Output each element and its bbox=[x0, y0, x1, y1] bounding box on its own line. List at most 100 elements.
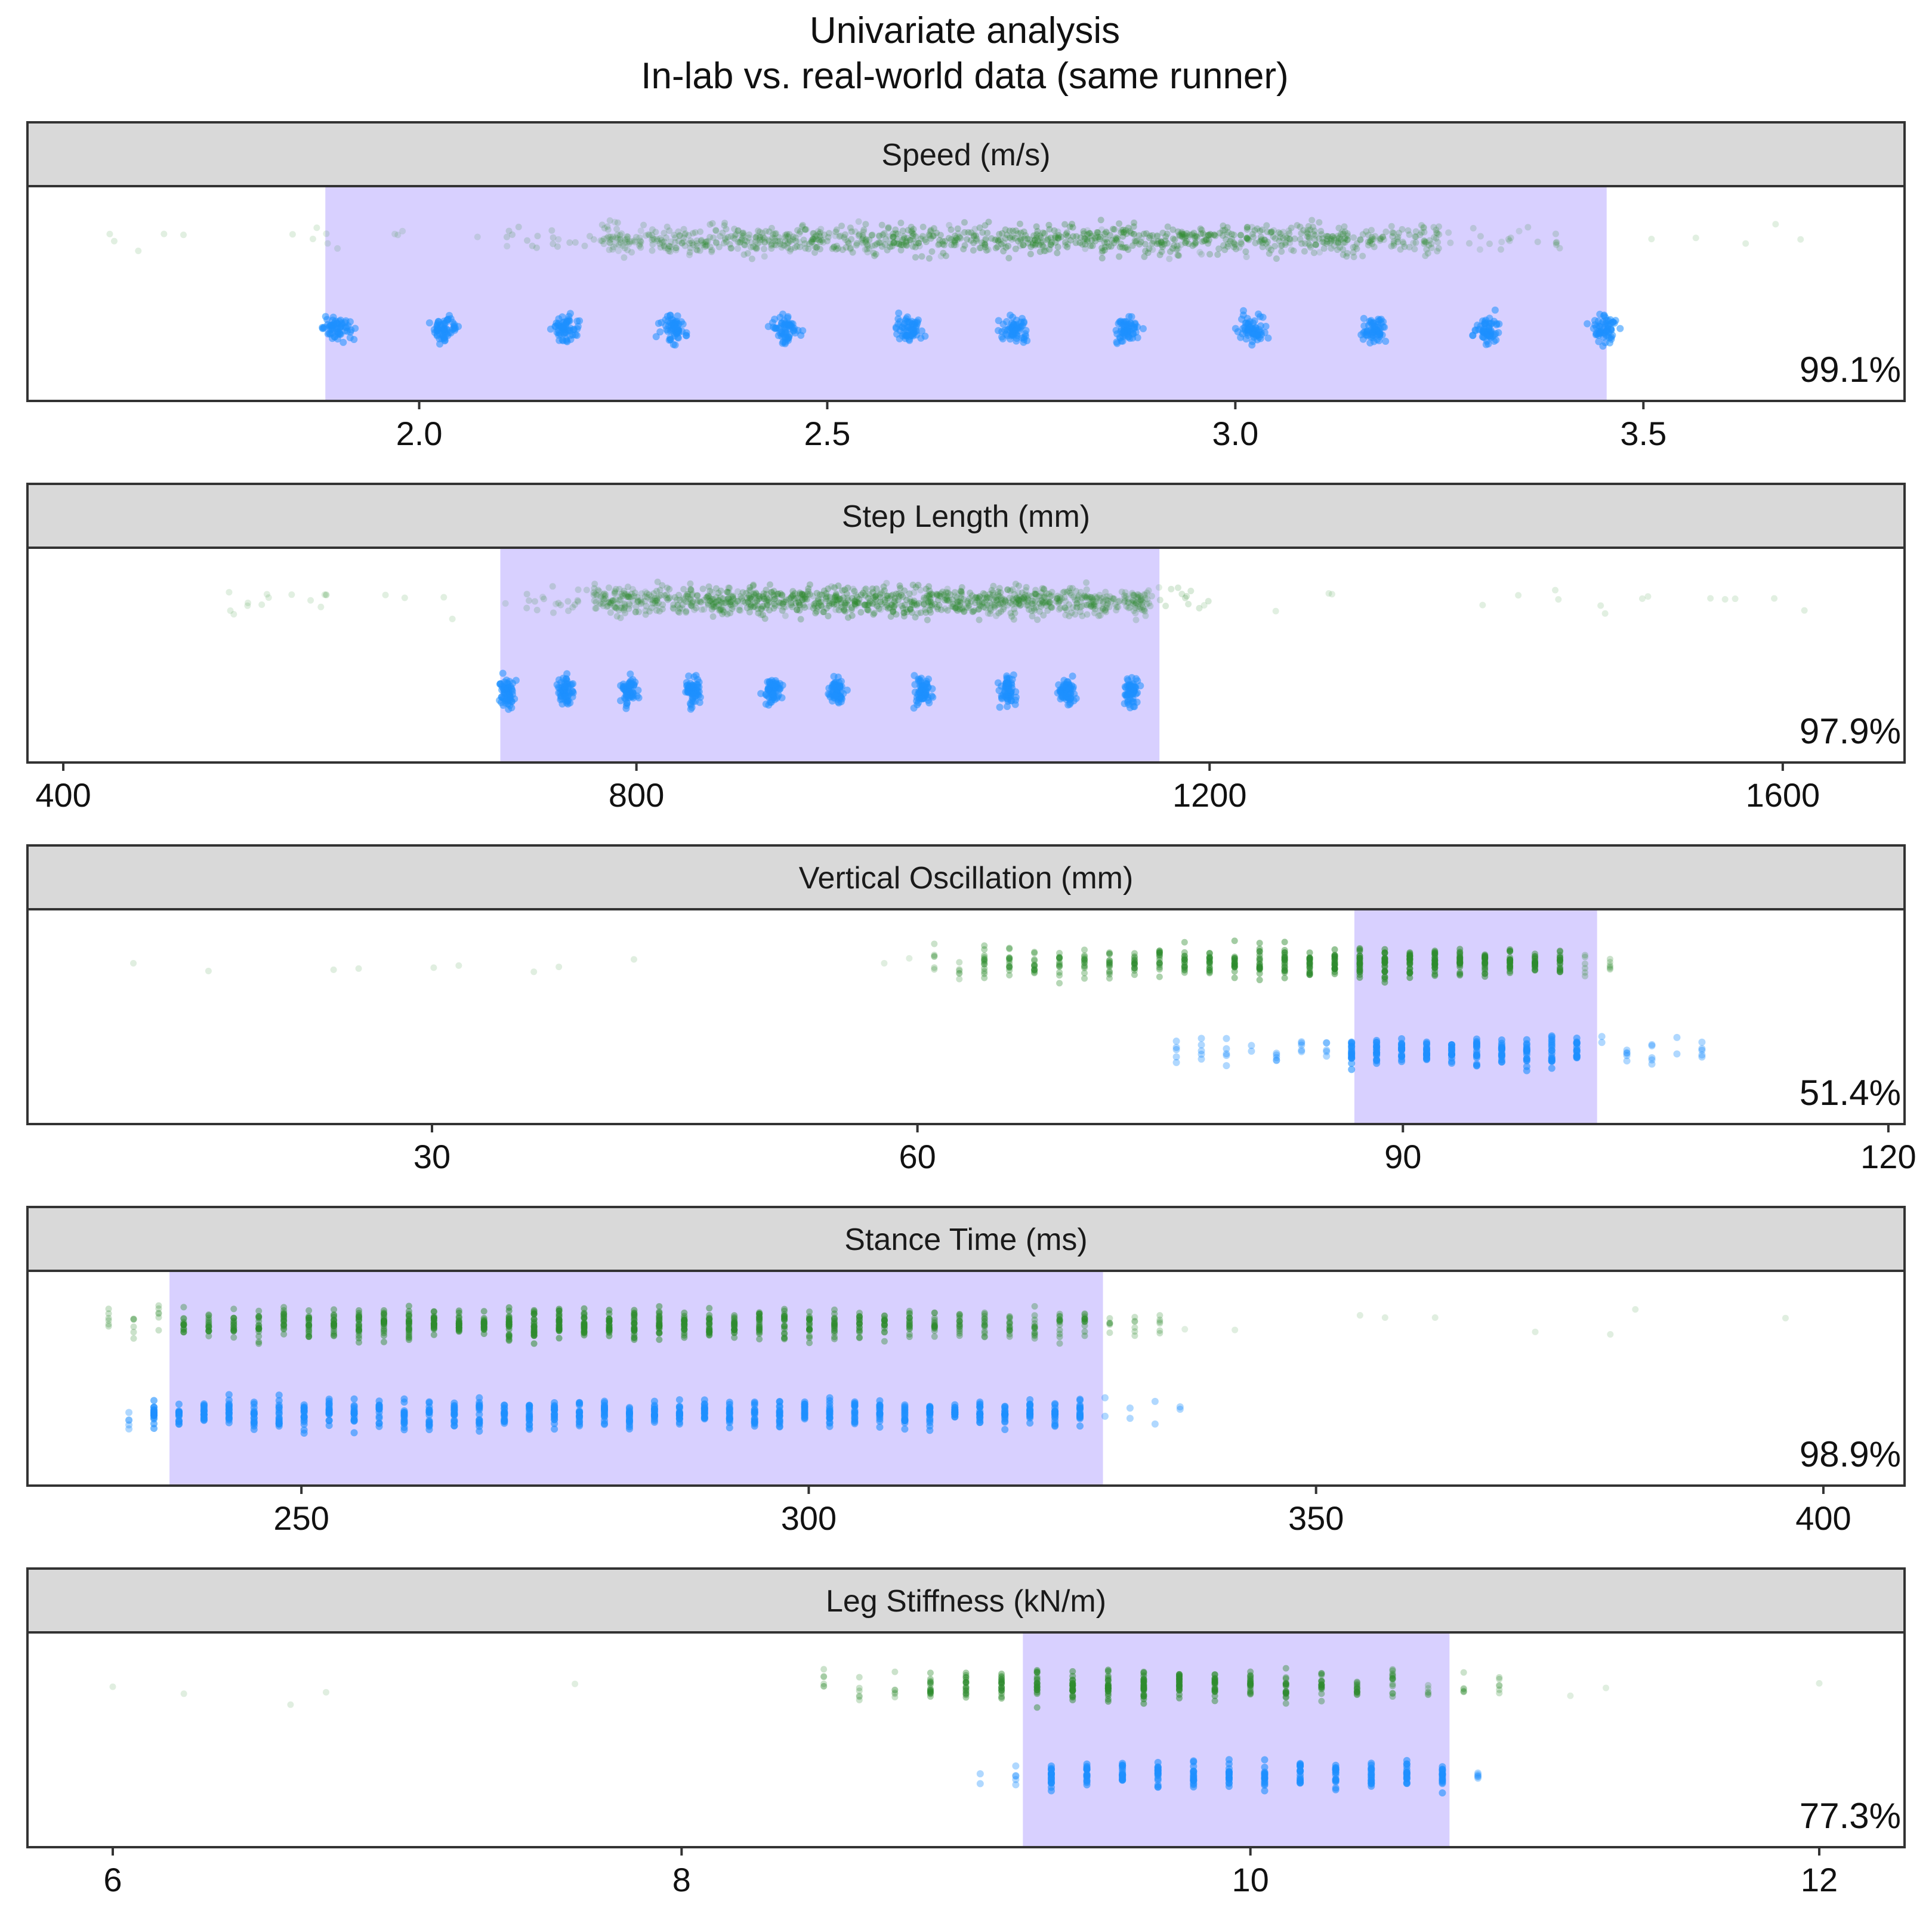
real-world-point bbox=[1097, 217, 1104, 224]
real-world-point bbox=[530, 968, 538, 975]
real-world-point bbox=[976, 616, 983, 623]
real-world-point bbox=[786, 237, 794, 244]
real-world-point bbox=[356, 1335, 363, 1342]
real-world-point bbox=[712, 227, 720, 234]
in-lab-point bbox=[1298, 1041, 1306, 1049]
real-world-point bbox=[936, 237, 943, 244]
real-world-point bbox=[680, 226, 687, 233]
real-world-point bbox=[1797, 236, 1804, 243]
real-world-point bbox=[894, 236, 901, 243]
real-world-point bbox=[821, 231, 828, 239]
real-world-point bbox=[1017, 235, 1024, 242]
real-world-point bbox=[1054, 234, 1061, 242]
real-world-point bbox=[1707, 595, 1714, 602]
real-world-point bbox=[861, 601, 868, 609]
real-world-point bbox=[1285, 227, 1292, 234]
in-lab-point bbox=[1127, 681, 1134, 689]
real-world-point bbox=[509, 231, 516, 238]
real-world-point bbox=[1065, 588, 1072, 595]
real-world-point bbox=[853, 598, 860, 606]
real-world-point bbox=[1192, 240, 1199, 247]
real-world-point bbox=[1225, 229, 1232, 236]
real-world-point bbox=[832, 606, 840, 613]
real-world-point bbox=[624, 594, 631, 601]
real-world-point bbox=[1069, 585, 1076, 592]
in-lab-point bbox=[782, 339, 789, 347]
in-lab-point bbox=[1223, 1051, 1230, 1059]
real-world-point bbox=[1013, 598, 1020, 606]
real-world-point bbox=[970, 231, 977, 239]
real-world-point bbox=[1038, 601, 1045, 608]
real-world-point bbox=[1288, 224, 1295, 231]
real-world-point bbox=[931, 952, 938, 959]
real-world-point bbox=[708, 589, 715, 596]
real-world-point bbox=[874, 603, 881, 610]
real-world-point bbox=[533, 606, 541, 613]
real-world-point bbox=[1030, 605, 1038, 612]
real-world-point bbox=[656, 1323, 663, 1330]
real-world-point bbox=[1220, 242, 1227, 249]
real-world-point bbox=[1436, 231, 1443, 238]
in-lab-point bbox=[1584, 320, 1591, 328]
real-world-point bbox=[1422, 239, 1430, 246]
real-world-point bbox=[621, 604, 628, 612]
real-world-point bbox=[984, 594, 991, 601]
real-world-point bbox=[1181, 964, 1188, 971]
real-world-point bbox=[624, 235, 631, 242]
real-world-point bbox=[989, 589, 996, 596]
in-lab-point bbox=[332, 317, 340, 325]
real-world-point bbox=[814, 605, 821, 612]
real-world-point bbox=[1066, 585, 1073, 592]
real-world-point bbox=[976, 593, 983, 600]
real-world-point bbox=[1101, 246, 1108, 254]
real-world-point bbox=[1082, 235, 1089, 242]
real-world-point bbox=[692, 229, 699, 236]
real-world-point bbox=[1141, 240, 1149, 248]
real-world-point bbox=[650, 590, 658, 597]
real-world-point bbox=[1304, 230, 1311, 237]
real-world-point bbox=[1175, 252, 1183, 259]
real-world-point bbox=[1125, 604, 1132, 612]
real-world-point bbox=[611, 590, 618, 597]
in-lab-point bbox=[1398, 1044, 1406, 1051]
real-world-point bbox=[991, 604, 998, 611]
real-world-point bbox=[890, 230, 897, 237]
real-world-point bbox=[1406, 965, 1413, 972]
real-world-point bbox=[1306, 234, 1313, 241]
real-world-point bbox=[305, 1307, 313, 1314]
real-world-point bbox=[1257, 233, 1264, 240]
real-world-point bbox=[771, 237, 779, 245]
real-world-point bbox=[1428, 240, 1435, 248]
real-world-point bbox=[1426, 237, 1433, 244]
in-lab-point bbox=[569, 687, 576, 695]
in-lab-point bbox=[566, 317, 573, 325]
real-world-point bbox=[1553, 239, 1560, 246]
real-world-point bbox=[1271, 243, 1279, 250]
real-world-point bbox=[776, 237, 783, 245]
real-world-point bbox=[943, 589, 950, 596]
in-lab-point bbox=[505, 705, 513, 713]
real-world-point bbox=[808, 237, 815, 244]
in-lab-point bbox=[1172, 1038, 1180, 1045]
real-world-point bbox=[698, 606, 705, 613]
real-world-point bbox=[722, 234, 729, 242]
in-lab-point bbox=[1127, 691, 1134, 699]
real-world-point bbox=[841, 601, 848, 609]
real-world-point bbox=[851, 228, 859, 235]
real-world-point bbox=[736, 603, 743, 610]
real-world-point bbox=[652, 229, 659, 236]
real-world-point bbox=[1002, 244, 1010, 251]
real-world-point bbox=[612, 240, 619, 248]
real-world-point bbox=[1220, 222, 1227, 229]
real-world-point bbox=[105, 1310, 112, 1317]
x-tick-label: 1200 bbox=[1172, 776, 1247, 814]
real-world-point bbox=[954, 598, 961, 606]
real-world-point bbox=[955, 598, 962, 606]
real-world-point bbox=[612, 589, 619, 596]
real-world-point bbox=[391, 230, 399, 237]
real-world-point bbox=[1337, 230, 1344, 237]
real-world-point bbox=[1136, 598, 1143, 606]
real-world-point bbox=[617, 593, 624, 600]
real-world-point bbox=[649, 231, 656, 239]
real-world-point bbox=[728, 245, 735, 252]
